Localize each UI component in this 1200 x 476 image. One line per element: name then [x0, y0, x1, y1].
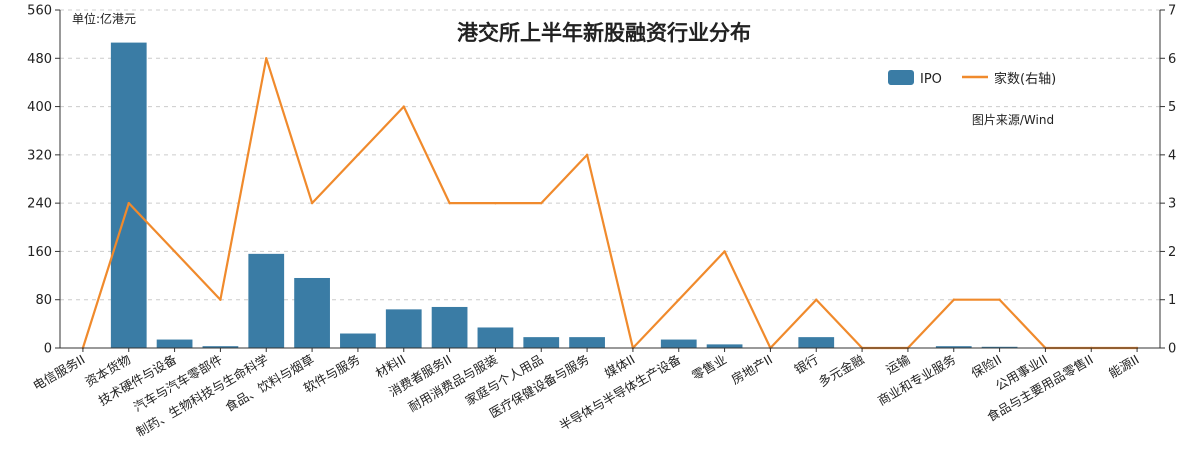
left-tick-label: 400: [27, 100, 52, 115]
chart-title: 港交所上半年新股融资行业分布: [457, 20, 751, 45]
right-axis-ticks: 0 1 2 3 4 5 6 7: [1160, 4, 1176, 357]
bar: [294, 277, 330, 348]
category-label: 电信服务II: [30, 352, 87, 394]
right-tick-label: 3: [1168, 197, 1176, 212]
bar: [660, 339, 697, 348]
left-tick-label: 0: [44, 342, 52, 357]
left-tick-label: 240: [27, 197, 52, 212]
source-label: 图片来源/Wind: [972, 113, 1054, 127]
line-point: [173, 250, 176, 253]
bar: [569, 337, 605, 348]
unit-label: 单位:亿港元: [72, 11, 136, 26]
bar: [477, 327, 514, 348]
line-point: [402, 105, 405, 108]
bar: [798, 337, 835, 348]
legend-ipo-swatch: [888, 70, 914, 85]
category-label: 商业和专业服务: [875, 352, 958, 409]
line-point: [310, 201, 314, 205]
line-point: [585, 153, 589, 157]
left-tick-label: 560: [27, 4, 52, 19]
left-tick-label: 320: [27, 148, 52, 163]
category-label: 零售业: [689, 352, 729, 384]
bar: [935, 346, 972, 348]
bar: [706, 344, 743, 348]
bar: [202, 346, 239, 348]
right-tick-label: 0: [1168, 342, 1176, 357]
category-label: 银行: [792, 352, 821, 377]
right-tick-label: 1: [1168, 293, 1176, 308]
grid-lines: [60, 9, 1160, 301]
line-point: [494, 201, 497, 205]
category-label: 房地产II: [729, 352, 775, 387]
legend-count-label: 家数(右轴): [994, 71, 1056, 87]
right-tick-label: 2: [1168, 245, 1176, 260]
bar: [340, 333, 376, 348]
line-point: [127, 201, 130, 205]
left-tick-label: 160: [27, 245, 52, 260]
line-point: [448, 201, 451, 205]
line-point: [998, 298, 1001, 301]
line-point: [356, 153, 360, 157]
line-point: [952, 298, 955, 301]
bar: [431, 306, 468, 348]
line-point: [677, 298, 680, 301]
line-point: [815, 298, 818, 301]
left-axis-ticks: 0 80 160 240 320 400 480 560: [27, 4, 60, 357]
right-tick-label: 5: [1168, 100, 1176, 115]
bar: [385, 309, 422, 348]
line-series: [81, 57, 1139, 350]
legend: IPO 家数(右轴): [888, 70, 1056, 87]
right-tick-label: 4: [1168, 148, 1176, 163]
bar: [981, 346, 1018, 348]
category-label: 能源II: [1106, 352, 1142, 381]
left-tick-label: 480: [27, 52, 52, 67]
count-line: [81, 57, 1138, 350]
bars: [110, 42, 1018, 348]
line-point: [723, 250, 726, 253]
left-tick-label: 80: [35, 293, 52, 308]
line-point: [219, 298, 222, 301]
right-tick-label: 6: [1168, 52, 1176, 67]
bar: [156, 339, 193, 348]
line-point: [540, 201, 543, 205]
bar: [523, 337, 560, 348]
legend-ipo-label: IPO: [920, 72, 942, 87]
bar: [110, 42, 147, 348]
line-point: [265, 57, 268, 60]
category-label: 多元金融: [816, 351, 867, 389]
category-labels: 电信服务II资本货物技术硬件与设备汽车与汽车零部件制药、生物科技与生命科学食品、…: [30, 348, 1142, 440]
axes: [59, 10, 1161, 349]
bar: [248, 253, 285, 348]
category-label: 运输: [883, 351, 913, 377]
right-tick-label: 7: [1168, 4, 1176, 19]
